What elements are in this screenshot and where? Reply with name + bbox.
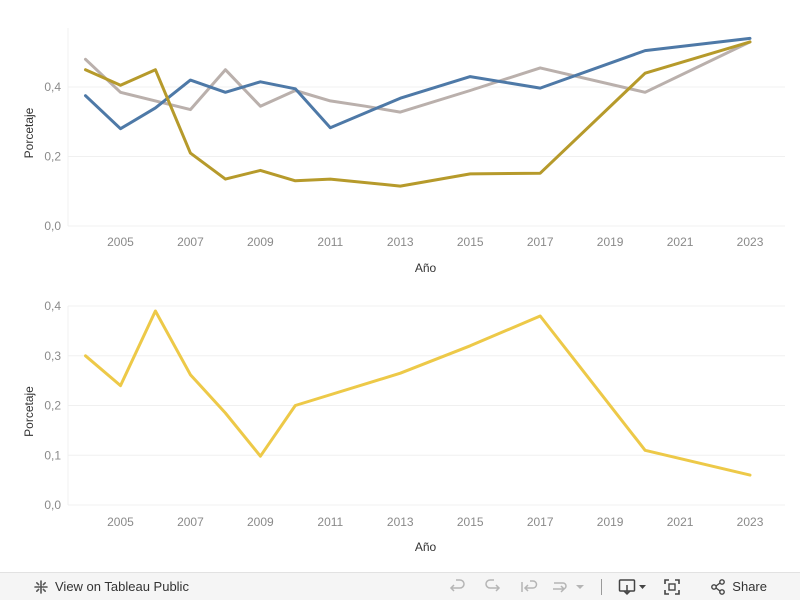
chart-2-x-tick-label: 2011 — [317, 515, 343, 529]
chart-2-x-tick-label: 2009 — [247, 515, 274, 529]
toolbar-separator — [601, 578, 603, 595]
undo-button[interactable] — [439, 573, 475, 601]
share-label: Share — [732, 579, 767, 594]
chart-1-series-line-2 — [84, 36, 752, 131]
chart-1-series-line-1 — [84, 40, 752, 114]
tableau-logo-icon — [34, 579, 48, 594]
download-icon — [619, 578, 647, 595]
chart-1-x-tick-label: 2005 — [107, 235, 134, 249]
share-button[interactable]: Share — [710, 578, 767, 595]
chart-1: 0,0 0,2 0,4 2005 2007 2009 2011 2013 2015 2017 201… — [22, 28, 785, 275]
chart-2-y-tick-label: 0,1 — [44, 448, 61, 462]
view-on-tableau-public-label: View on Tableau Public — [55, 579, 189, 594]
chart-1-x-tick-label: 2021 — [667, 235, 694, 249]
chart-1-y-axis-title: Porcetaje — [22, 107, 36, 158]
chart-1-series-line-3 — [84, 40, 752, 188]
chevron-down-icon — [576, 584, 585, 589]
chart-1-x-tick-label: 2011 — [317, 235, 343, 249]
chart-2-x-tick-label: 2017 — [527, 515, 554, 529]
refresh-button[interactable] — [547, 573, 573, 601]
chart-1-x-tick-label: 2017 — [527, 235, 554, 249]
chart-2-x-axis-title: Año — [415, 540, 437, 554]
chart-2-x-tick-label: 2005 — [107, 515, 134, 529]
share-icon — [711, 578, 726, 595]
fullscreen-icon — [664, 578, 681, 595]
chart-2-y-tick-label: 0,3 — [44, 349, 61, 363]
chart-2-x-tick-label: 2013 — [387, 515, 414, 529]
tableau-toolbar: View on Tableau Public — [0, 572, 800, 600]
download-button[interactable] — [614, 573, 652, 601]
chart-1-x-axis-title: Año — [415, 261, 437, 275]
chart-1-y-tick-label: 0,2 — [44, 150, 61, 164]
chart-1-x-tick-label: 2009 — [247, 235, 274, 249]
chart-2-x-tick-label: 2007 — [177, 515, 204, 529]
chart-1-x-tick-label: 2019 — [597, 235, 624, 249]
revert-button[interactable] — [511, 573, 547, 601]
refresh-icon — [553, 581, 567, 593]
charts-area: 0,0 0,2 0,4 2005 2007 2009 2011 2013 2015 2017 201… — [22, 28, 785, 554]
revert-icon — [521, 579, 538, 592]
chart-2-series-line-1 — [84, 309, 752, 477]
chart-1-x-tick-label: 2007 — [177, 235, 204, 249]
chart-1-x-tick-label: 2013 — [387, 235, 414, 249]
chart-1-x-tick-label: 2015 — [457, 235, 484, 249]
chart-2-y-tick-label: 0,4 — [44, 299, 61, 313]
chart-2-y-tick-label: 0,2 — [44, 399, 61, 413]
chart-2-x-tick-label: 2021 — [667, 515, 694, 529]
chart-1-y-tick-label: 0,0 — [44, 219, 61, 233]
chart-2-y-tick-label: 0,0 — [44, 498, 61, 512]
view-on-tableau-public-link[interactable]: View on Tableau Public — [33, 579, 189, 595]
fullscreen-button[interactable] — [652, 573, 692, 601]
chart-1-y-tick-label: 0,4 — [44, 80, 61, 94]
undo-icon — [450, 578, 466, 592]
chart-2-x-tick-label: 2015 — [457, 515, 484, 529]
chart-2-y-axis-title: Porcetaje — [22, 386, 36, 437]
chart-2: 0,0 0,1 0,2 0,3 0,4 2005 2007 2009 2011 2013 2015 2… — [22, 299, 785, 554]
chart-1-x-tick-label: 2023 — [737, 235, 764, 249]
chart-2-x-tick-label: 2023 — [737, 515, 764, 529]
chart-2-x-tick-label: 2019 — [597, 515, 624, 529]
redo-button[interactable] — [475, 573, 511, 601]
redo-icon — [485, 578, 501, 592]
refresh-menu-button[interactable] — [573, 573, 587, 601]
